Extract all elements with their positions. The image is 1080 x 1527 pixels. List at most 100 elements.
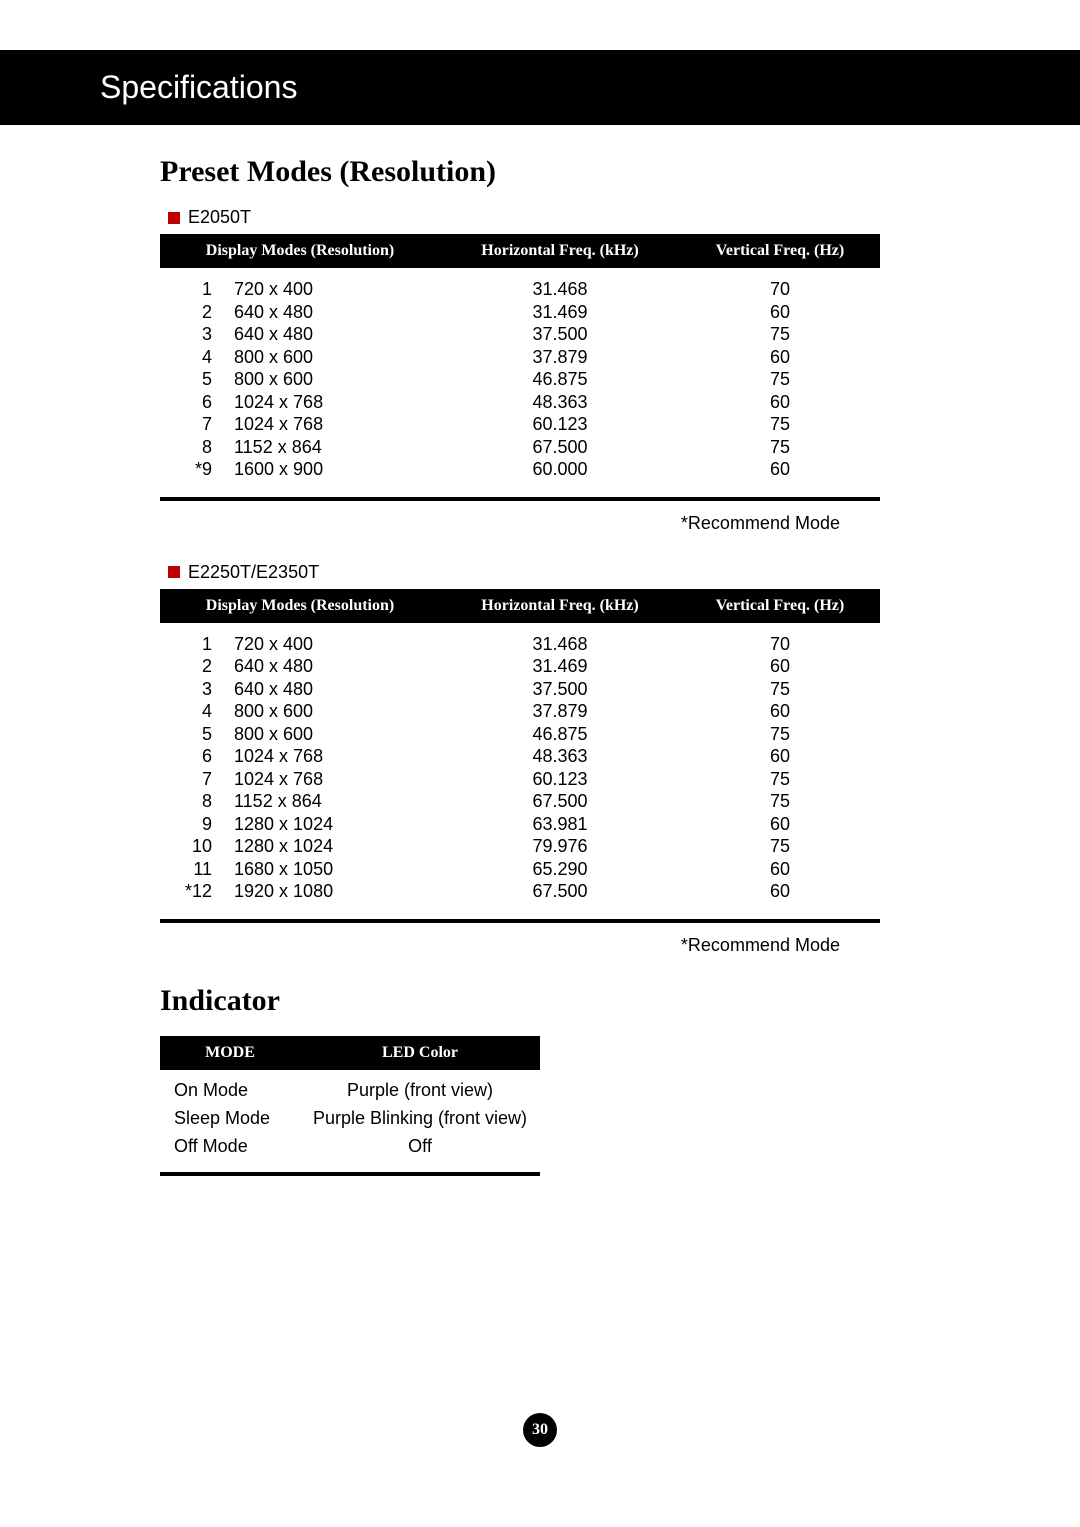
modes-table-e2250t: Display Modes (Resolution) Horizontal Fr… [160, 589, 880, 913]
row-vfreq: 75 [680, 790, 880, 813]
row-index: 11 [160, 858, 230, 881]
row-vfreq: 60 [680, 745, 880, 768]
indicator-mode: Sleep Mode [160, 1104, 300, 1132]
row-hfreq: 37.500 [440, 323, 680, 346]
row-vfreq: 75 [680, 368, 880, 391]
row-resolution: 1152 x 864 [230, 790, 440, 813]
table-row: Off ModeOff [160, 1132, 540, 1166]
row-resolution: 640 x 480 [230, 678, 440, 701]
row-index: 1 [160, 623, 230, 656]
header-title: Specifications [100, 69, 297, 106]
row-hfreq: 31.469 [440, 301, 680, 324]
page-number-wrap: 30 [0, 1413, 1080, 1447]
row-index: 6 [160, 391, 230, 414]
row-resolution: 1152 x 864 [230, 436, 440, 459]
recommend-note: *Recommend Mode [160, 513, 880, 534]
table-row: 5800 x 60046.87575 [160, 368, 880, 391]
col-vfreq: Vertical Freq. (Hz) [680, 234, 880, 268]
row-index: 3 [160, 323, 230, 346]
row-hfreq: 65.290 [440, 858, 680, 881]
row-hfreq: 48.363 [440, 745, 680, 768]
preset-modes-heading: Preset Modes (Resolution) [160, 155, 980, 189]
indicator-color: Off [300, 1132, 540, 1166]
row-index: 5 [160, 368, 230, 391]
row-vfreq: 60 [680, 458, 880, 491]
row-hfreq: 46.875 [440, 723, 680, 746]
table-row: 2640 x 48031.46960 [160, 655, 880, 678]
row-resolution: 1680 x 1050 [230, 858, 440, 881]
modes-table-e2050t: Display Modes (Resolution) Horizontal Fr… [160, 234, 880, 491]
col-hfreq: Horizontal Freq. (kHz) [440, 234, 680, 268]
col-vfreq: Vertical Freq. (Hz) [680, 589, 880, 623]
row-vfreq: 75 [680, 436, 880, 459]
table-row: 4800 x 60037.87960 [160, 700, 880, 723]
table-row: 111680 x 105065.29060 [160, 858, 880, 881]
table-border [160, 497, 880, 501]
row-hfreq: 79.976 [440, 835, 680, 858]
row-hfreq: 31.468 [440, 268, 680, 301]
col-display: Display Modes (Resolution) [160, 589, 440, 623]
row-index: 6 [160, 745, 230, 768]
table-row: 101280 x 102479.97675 [160, 835, 880, 858]
table-row: 4800 x 60037.87960 [160, 346, 880, 369]
row-hfreq: 67.500 [440, 436, 680, 459]
row-vfreq: 60 [680, 813, 880, 836]
row-resolution: 640 x 480 [230, 301, 440, 324]
row-hfreq: 37.879 [440, 700, 680, 723]
indicator-color: Purple Blinking (front view) [300, 1104, 540, 1132]
table-row: 2640 x 48031.46960 [160, 301, 880, 324]
row-index: *12 [160, 880, 230, 913]
table-row: On ModePurple (front view) [160, 1070, 540, 1104]
row-hfreq: 48.363 [440, 391, 680, 414]
row-index: 7 [160, 768, 230, 791]
row-vfreq: 75 [680, 678, 880, 701]
row-resolution: 1024 x 768 [230, 745, 440, 768]
row-resolution: 1024 x 768 [230, 768, 440, 791]
page-number: 30 [523, 1413, 557, 1447]
table-row: 61024 x 76848.36360 [160, 391, 880, 414]
row-resolution: 1280 x 1024 [230, 835, 440, 858]
row-resolution: 1920 x 1080 [230, 880, 440, 913]
row-hfreq: 60.123 [440, 768, 680, 791]
page-content: Preset Modes (Resolution) E2050T Display… [0, 125, 1080, 1176]
row-index: 3 [160, 678, 230, 701]
table-row: *91600 x 90060.00060 [160, 458, 880, 491]
row-hfreq: 37.879 [440, 346, 680, 369]
model-label: E2250T/E2350T [188, 562, 319, 583]
row-hfreq: 67.500 [440, 880, 680, 913]
indicator-heading: Indicator [160, 984, 980, 1018]
row-hfreq: 60.000 [440, 458, 680, 491]
table-row: *121920 x 108067.50060 [160, 880, 880, 913]
row-resolution: 640 x 480 [230, 323, 440, 346]
table-row: 3640 x 48037.50075 [160, 323, 880, 346]
row-index: 2 [160, 301, 230, 324]
row-vfreq: 60 [680, 301, 880, 324]
table-row: 71024 x 76860.12375 [160, 413, 880, 436]
row-vfreq: 60 [680, 880, 880, 913]
row-index: *9 [160, 458, 230, 491]
row-index: 9 [160, 813, 230, 836]
row-vfreq: 75 [680, 323, 880, 346]
row-vfreq: 60 [680, 700, 880, 723]
row-resolution: 1024 x 768 [230, 391, 440, 414]
col-display: Display Modes (Resolution) [160, 234, 440, 268]
table-border [160, 919, 880, 923]
row-resolution: 800 x 600 [230, 368, 440, 391]
indicator-table: MODE LED Color On ModePurple (front view… [160, 1036, 540, 1167]
row-resolution: 800 x 600 [230, 723, 440, 746]
table-row: 3640 x 48037.50075 [160, 678, 880, 701]
row-hfreq: 63.981 [440, 813, 680, 836]
header-bar: Specifications [0, 50, 1080, 125]
indicator-color: Purple (front view) [300, 1070, 540, 1104]
row-index: 7 [160, 413, 230, 436]
table-row: 1720 x 40031.46870 [160, 623, 880, 656]
model-row-e2250t: E2250T/E2350T [168, 562, 980, 583]
row-vfreq: 70 [680, 268, 880, 301]
col-hfreq: Horizontal Freq. (kHz) [440, 589, 680, 623]
table-row: Sleep ModePurple Blinking (front view) [160, 1104, 540, 1132]
row-resolution: 800 x 600 [230, 346, 440, 369]
col-led-color: LED Color [300, 1036, 540, 1070]
row-resolution: 720 x 400 [230, 268, 440, 301]
row-index: 2 [160, 655, 230, 678]
row-hfreq: 67.500 [440, 790, 680, 813]
